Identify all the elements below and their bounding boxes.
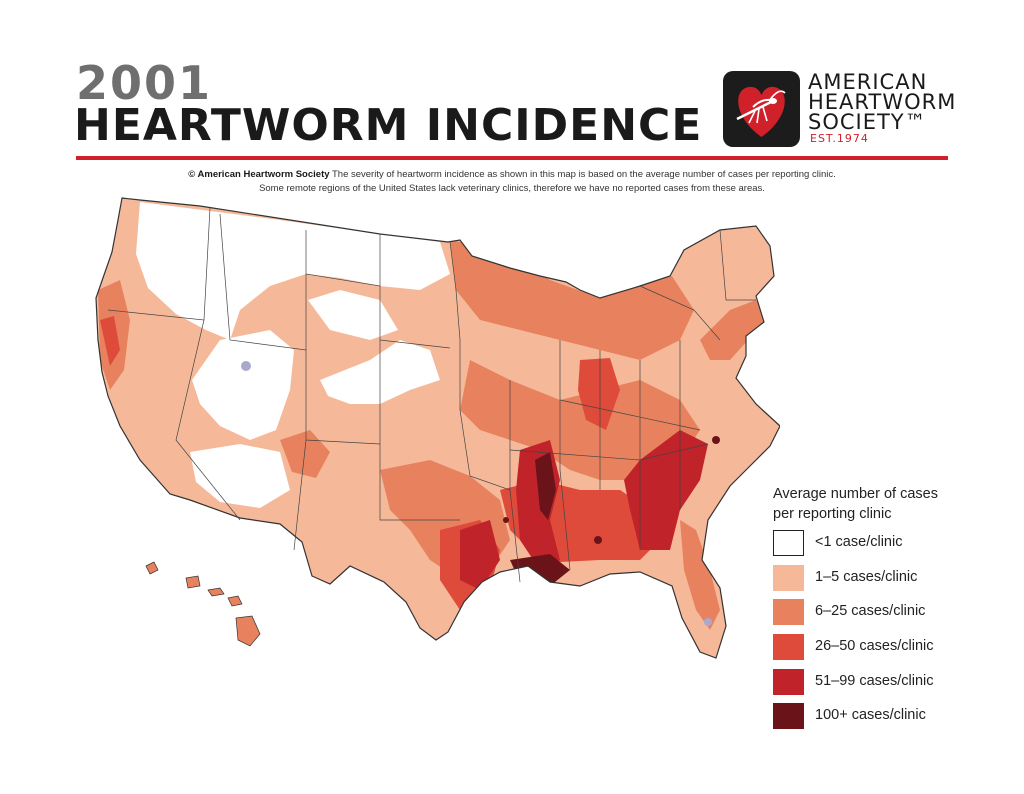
logo-line-3: SOCIETY™ [808,110,927,134]
legend-title-line-1: Average number of cases [773,486,938,502]
us-incidence-map [95,197,780,659]
logo-line-1: AMERICAN [808,70,928,94]
legend-title: Average number of cases per reporting cl… [773,484,938,524]
logo-established: EST.1974 [810,132,869,145]
page-title: HEARTWORM INCIDENCE [74,100,703,151]
header-divider [76,156,948,160]
state-borders [107,207,756,583]
ahs-logo [723,71,800,147]
legend-label: 26–50 cases/clinic [815,638,934,654]
region-no-data [241,361,712,626]
legend-swatch [773,703,804,729]
legend-label: 100+ cases/clinic [815,707,926,723]
title-year: 2001 [76,56,213,110]
caption-credit: © American Heartworm Society [188,169,330,180]
legend-label: <1 case/clinic [815,534,903,550]
hawaii-islands [145,561,261,647]
legend-label: 6–25 cases/clinic [815,603,926,619]
legend-label: 51–99 cases/clinic [815,673,934,689]
map-caption: © American Heartworm Society The severit… [76,168,948,196]
legend-swatch [773,634,804,660]
caption-line-2: Some remote regions of the United States… [259,183,765,194]
legend-swatch [773,669,804,695]
legend-swatch [773,530,804,556]
legend-swatch [773,565,804,591]
legend-swatch [773,599,804,625]
heart-mosquito-icon [736,86,786,137]
caption-line-1: The severity of heartworm incidence as s… [331,169,836,180]
legend-label: 1–5 cases/clinic [815,569,918,585]
region-lt1-case [136,202,450,508]
logo-wordmark: AMERICAN HEARTWORM SOCIETY™ [808,70,957,134]
legend-title-line-2: per reporting clinic [773,506,892,522]
logo-line-2: HEARTWORM [808,90,957,114]
